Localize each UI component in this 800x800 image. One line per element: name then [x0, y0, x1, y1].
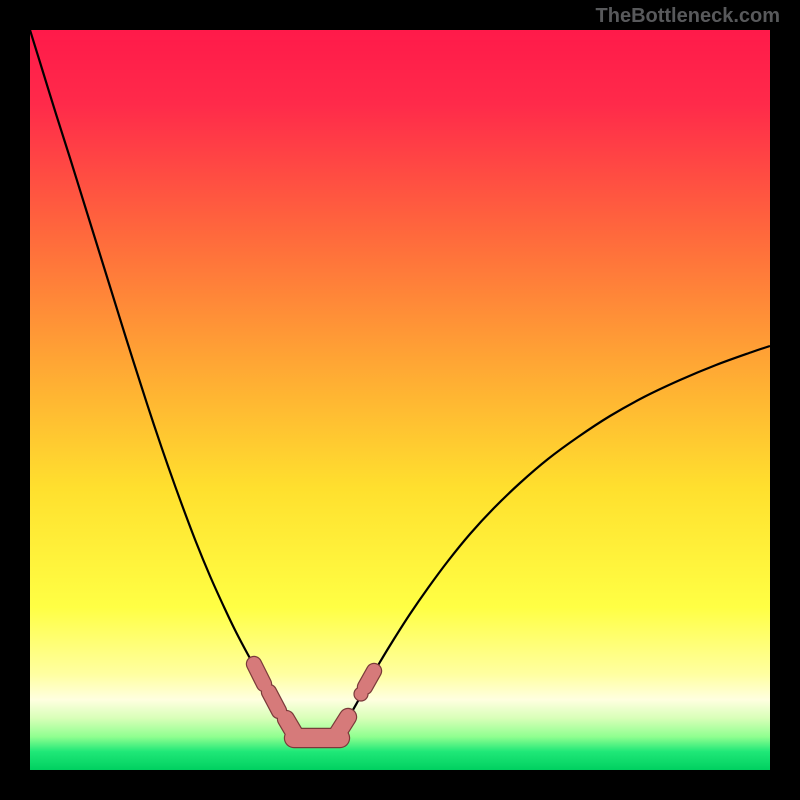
marker: [365, 671, 374, 687]
curve-left-branch: [30, 30, 292, 726]
marker-group: [254, 664, 374, 738]
marker: [254, 664, 264, 684]
marker: [336, 717, 348, 736]
marker: [269, 692, 279, 711]
plot-area: [30, 30, 770, 770]
chart-svg: [30, 30, 770, 770]
watermark-text: TheBottleneck.com: [596, 5, 780, 28]
curve-right-branch: [343, 346, 770, 726]
